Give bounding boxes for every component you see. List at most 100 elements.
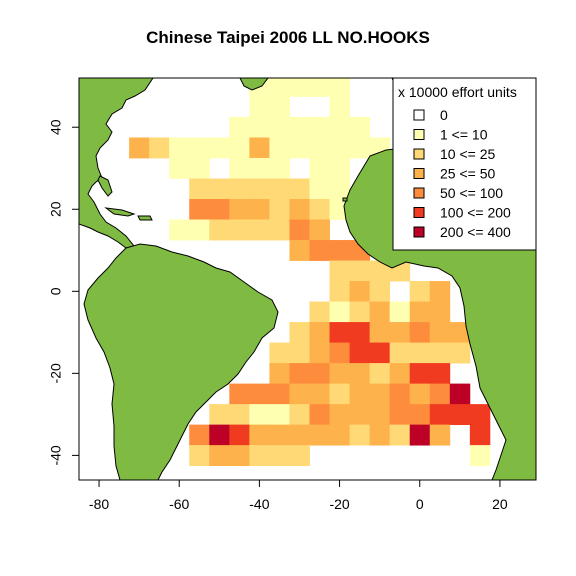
effort-cell: [249, 96, 270, 118]
effort-cell: [189, 178, 210, 200]
effort-cell: [289, 116, 310, 138]
legend-label: 1 <= 10: [440, 127, 488, 143]
effort-cell: [329, 301, 350, 323]
effort-cell: [309, 301, 330, 323]
effort-cell: [269, 424, 290, 446]
effort-cell: [249, 424, 270, 446]
effort-cell: [289, 78, 310, 97]
effort-cell: [269, 116, 290, 138]
effort-cell: [289, 383, 310, 405]
effort-cell: [449, 322, 471, 343]
effort-cell: [329, 78, 350, 97]
effort-cell: [229, 383, 250, 405]
effort-cell: [349, 322, 371, 343]
legend-swatch: [413, 109, 425, 121]
land-north-america: [79, 78, 154, 249]
effort-cell: [309, 178, 330, 200]
legend-label: 25 <= 50: [440, 166, 495, 182]
legend-box: [392, 77, 537, 251]
effort-cell: [209, 424, 230, 446]
effort-cell: [469, 404, 491, 426]
effort-cell: [149, 137, 170, 159]
effort-cell: [429, 322, 451, 343]
effort-cell: [329, 116, 350, 138]
legend-label: 200 <= 400: [440, 224, 511, 240]
effort-cell: [369, 260, 391, 282]
effort-cell: [409, 342, 431, 364]
effort-cell: [429, 342, 451, 364]
effort-cell: [309, 322, 330, 343]
effort-cell: [429, 363, 451, 385]
effort-cell: [389, 322, 411, 343]
legend-label: 0: [440, 107, 448, 123]
effort-cell: [409, 424, 431, 446]
effort-cell: [449, 404, 471, 426]
effort-cell: [329, 260, 350, 282]
effort-cell: [349, 424, 371, 446]
effort-cell: [189, 424, 210, 446]
effort-cell: [269, 342, 290, 364]
effort-cell: [329, 157, 350, 179]
effort-cell: [189, 137, 210, 159]
effort-cell: [369, 281, 391, 302]
effort-cell: [169, 157, 190, 179]
effort-cell: [349, 137, 371, 159]
effort-cell: [289, 137, 310, 159]
effort-cell: [229, 424, 250, 446]
effort-cell: [449, 342, 471, 364]
effort-cell: [289, 199, 310, 220]
effort-cell: [309, 199, 330, 220]
effort-cell: [169, 219, 190, 241]
effort-cell: [329, 404, 350, 426]
effort-cell: [269, 219, 290, 241]
legend-label: 100 <= 200: [440, 205, 511, 221]
effort-cell: [409, 301, 431, 323]
effort-cell: [429, 404, 451, 426]
x-tick-label: -80: [89, 496, 109, 512]
effort-cell: [389, 404, 411, 426]
effort-cell: [249, 157, 270, 179]
legend-label: 10 <= 25: [440, 146, 495, 162]
effort-cell: [289, 363, 310, 385]
effort-cell: [289, 404, 310, 426]
effort-cell: [269, 78, 290, 97]
effort-cell: [289, 424, 310, 446]
y-tick-label: 20: [48, 201, 64, 217]
effort-cell: [189, 219, 210, 241]
effort-cell: [389, 424, 411, 446]
legend-swatch: [413, 148, 425, 160]
y-tick-label: 40: [48, 119, 64, 135]
effort-cell: [229, 199, 250, 220]
legend-label: 50 <= 100: [440, 185, 503, 201]
effort-cell: [329, 383, 350, 405]
effort-cell: [169, 137, 190, 159]
effort-cell: [429, 383, 451, 405]
land-hispaniola: [137, 215, 153, 221]
effort-cell: [269, 178, 290, 200]
effort-cell: [329, 363, 350, 385]
effort-cell: [189, 445, 210, 467]
effort-cell: [249, 404, 270, 426]
legend: x 10000 effort units 0 1 <= 10 10 <= 25 25 <…: [392, 77, 537, 251]
effort-cell: [429, 301, 451, 323]
effort-cell: [209, 404, 230, 426]
effort-cell: [329, 240, 350, 261]
effort-cell: [369, 424, 391, 446]
effort-cell: [349, 301, 371, 323]
effort-cell: [369, 383, 391, 405]
effort-cell: [229, 178, 250, 200]
effort-cell: [309, 219, 330, 241]
y-tick-label: 0: [48, 287, 64, 295]
effort-cell: [409, 404, 431, 426]
legend-swatch: [413, 207, 425, 218]
effort-cell: [429, 424, 451, 446]
legend-swatch: [413, 226, 425, 238]
effort-cell: [389, 301, 411, 323]
effort-cell: [309, 240, 330, 261]
land-florida: [97, 175, 113, 197]
effort-cell: [229, 219, 250, 241]
effort-cell: [249, 137, 270, 159]
effort-cell: [369, 322, 391, 343]
effort-cell: [409, 363, 431, 385]
